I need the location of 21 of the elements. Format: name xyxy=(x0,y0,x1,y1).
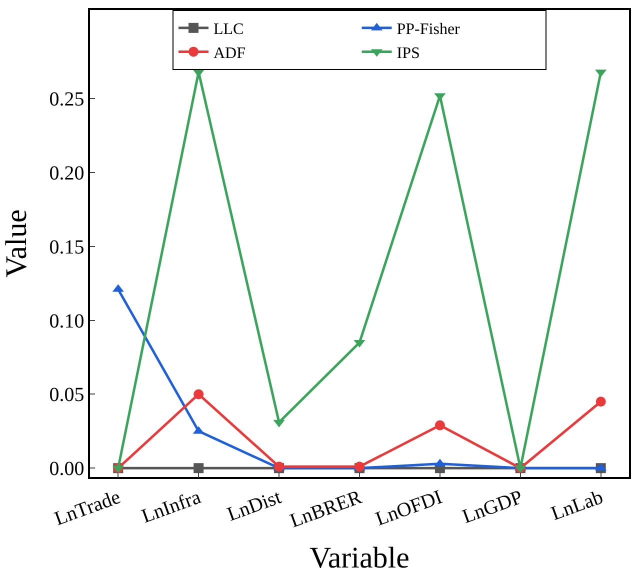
legend-label: ADF xyxy=(214,44,246,62)
point xyxy=(434,420,445,430)
x-tick-label: LnLab xyxy=(548,486,606,526)
y-tick-label: 0.00 xyxy=(49,458,84,480)
y-tick-label: 0.15 xyxy=(49,236,84,258)
x-axis-title: Variable xyxy=(310,541,410,574)
legend-label: PP-Fisher xyxy=(396,21,461,38)
x-tick-label: LnTrade xyxy=(52,486,124,530)
y-axis-title: Value xyxy=(0,209,33,278)
legend-label: LLC xyxy=(214,21,244,38)
point xyxy=(194,389,204,400)
x-tick-label: LnInfra xyxy=(138,486,204,528)
point xyxy=(596,396,606,407)
legend-label: IPS xyxy=(396,44,420,62)
x-tick-label: LnGDP xyxy=(460,486,526,528)
y-tick-label: 0.05 xyxy=(49,384,84,406)
y-tick-label: 0.10 xyxy=(49,310,84,332)
point xyxy=(194,463,204,474)
y-tick-label: 0.25 xyxy=(49,88,84,111)
y-tick-label: 0.20 xyxy=(49,162,84,185)
x-tick-label: LnDist xyxy=(224,486,285,526)
